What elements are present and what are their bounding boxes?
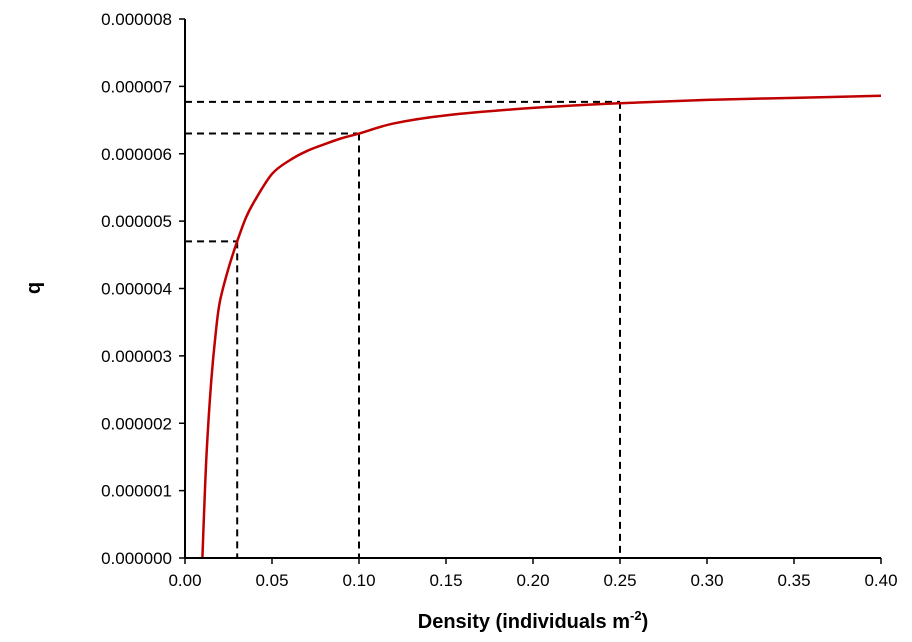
y-tick-label: 0.000003 [101,347,172,366]
x-tick-label: 0.00 [168,571,201,590]
series-layer [201,94,882,559]
x-tick-label: 0.10 [342,571,375,590]
ticks: 0.000000 0.000001 0.000002 0.000003 0.000004… [101,10,897,590]
y-tick-label: 0.000005 [101,212,172,231]
x-tick-label: 0.35 [777,571,810,590]
reference-lines [185,100,621,558]
x-tick-label: 0.15 [429,571,462,590]
x-tick-label: 0.30 [690,571,723,590]
x-axis-title-suffix: ) [642,611,649,633]
x-tick-label: 0.20 [516,571,549,590]
x-tick-label: 0.05 [255,571,288,590]
y-axis-title: q [23,282,45,294]
y-tick-label: 0.000001 [101,482,172,501]
y-tick-label: 0.000008 [101,10,172,29]
y-tick-label: 0.000006 [101,145,172,164]
y-tick-label: 0.000002 [101,414,172,433]
x-tick-label: 0.25 [603,571,636,590]
y-tick-label: 0.000007 [101,77,172,96]
y-tick-label: 0.000004 [101,280,172,299]
x-axis-title-superscript: -2 [630,608,642,623]
series-line [201,94,882,559]
x-axis-title: Density (individuals m-2) [418,608,649,633]
y-tick-label: 0.000000 [101,549,172,568]
axes [184,19,881,559]
x-tick-label: 0.40 [864,571,897,590]
